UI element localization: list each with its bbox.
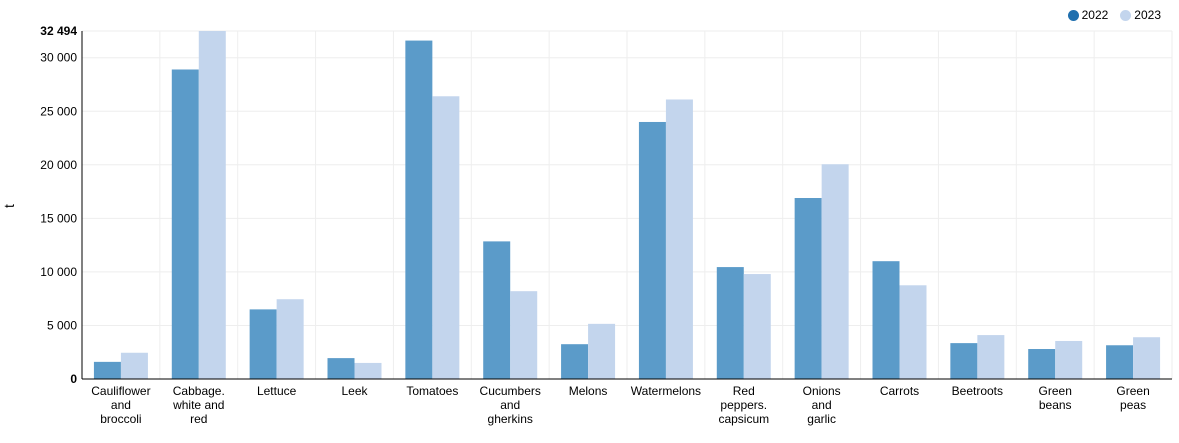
bar-2022-12 <box>1028 349 1056 379</box>
x-tick-label: Beetroots <box>952 384 1003 398</box>
legend: 2022 2023 <box>1067 8 1161 22</box>
bar-2022-5 <box>483 241 511 379</box>
bar-2023-9 <box>821 164 849 379</box>
y-max-label: 32 494 <box>40 24 77 38</box>
x-tick-label: Watermelons <box>631 384 701 398</box>
x-tick-label-line: Tomatoes <box>406 384 458 398</box>
x-tick-label-line: peppers. <box>720 398 767 412</box>
bar-2022-3 <box>327 358 355 379</box>
y-tick-label: 20 000 <box>40 158 77 172</box>
bars <box>93 31 1161 380</box>
x-tick-label-line: Cauliflower <box>91 384 150 398</box>
bar-2023-5 <box>510 291 538 379</box>
x-tick-label-line: capsicum <box>718 412 769 426</box>
x-tick-label-line: garlic <box>807 412 836 426</box>
bar-2023-10 <box>899 285 927 379</box>
legend-item-2023[interactable]: 2023 <box>1120 8 1161 22</box>
y-tick-label: 25 000 <box>40 104 77 118</box>
bar-2023-2 <box>276 299 304 379</box>
x-tick-label-line: beans <box>1039 398 1072 412</box>
x-tick-label: Cauliflower and broccoli <box>91 384 150 426</box>
legend-swatch-2023 <box>1120 9 1132 21</box>
y-tick-label: 0 <box>70 372 77 386</box>
legend-item-2022[interactable]: 2022 <box>1067 8 1109 22</box>
x-tick-label: Carrots <box>880 384 919 398</box>
x-tick-label-line: Onions <box>803 384 841 398</box>
x-tick-label: Leek <box>341 384 368 398</box>
bar-2022-13 <box>1106 345 1134 379</box>
bar-2023-6 <box>588 323 616 379</box>
x-tick-label-line: Carrots <box>880 384 919 398</box>
x-tick-label-line: Cabbage. <box>173 384 225 398</box>
gridlines <box>81 30 1173 380</box>
x-tick-label: Green peas <box>1116 384 1149 412</box>
x-tick-label-line: white and <box>172 398 224 412</box>
x-tick-label: Red peppers. capsicum <box>718 384 769 426</box>
bar-2022-8 <box>716 267 744 379</box>
bar-2023-1 <box>198 31 226 379</box>
x-tick-label: Tomatoes <box>406 384 458 398</box>
x-tick-label-line: red <box>190 412 207 426</box>
x-tick-label-line: Beetroots <box>952 384 1003 398</box>
y-tick-label: 30 000 <box>40 51 77 65</box>
x-tick-label-line: gherkins <box>488 412 533 426</box>
bar-2022-1 <box>171 69 199 380</box>
bar-2023-7 <box>665 99 693 379</box>
bar-2022-6 <box>561 344 589 379</box>
bar-2022-9 <box>794 198 822 379</box>
bar-2022-0 <box>93 361 121 379</box>
x-tick-label-line: Leek <box>341 384 368 398</box>
bar-2022-11 <box>950 343 978 379</box>
bar-2023-8 <box>743 274 771 379</box>
x-tick-label-line: and <box>500 398 520 412</box>
y-axis-title: t <box>0 204 17 208</box>
y-tick-label: 15 000 <box>40 211 77 225</box>
x-tick-label: Melons <box>569 384 608 398</box>
x-tick-label-line: Melons <box>569 384 608 398</box>
y-axis: 0 5 000 10 000 15 000 20 000 25 000 30 000 32 4… <box>40 24 83 386</box>
x-tick-label-line: and <box>111 398 131 412</box>
x-tick-label: Cucumbers and gherkins <box>480 384 541 426</box>
x-tick-label-line: Watermelons <box>631 384 701 398</box>
bar-2022-10 <box>872 261 900 379</box>
x-tick-label-line: Red <box>733 384 755 398</box>
x-tick-label-line: and <box>812 398 832 412</box>
x-tick-label: Cabbage. white and red <box>172 384 225 426</box>
bar-2022-2 <box>249 309 277 379</box>
bar-2023-4 <box>432 96 460 380</box>
y-tick-label: 5 000 <box>47 318 77 332</box>
bar-2023-12 <box>1055 340 1083 379</box>
bar-2023-0 <box>120 352 148 379</box>
x-tick-label-line: Green <box>1116 384 1149 398</box>
bar-2023-11 <box>977 335 1005 379</box>
x-tick-label-line: Green <box>1039 384 1072 398</box>
bar-2023-3 <box>354 362 382 379</box>
legend-label-2023: 2023 <box>1134 8 1161 22</box>
x-tick-label-line: Cucumbers <box>480 384 541 398</box>
bar-2022-7 <box>638 121 666 380</box>
x-tick-label: Onions and garlic <box>803 384 841 426</box>
x-tick-label-line: Lettuce <box>257 384 297 398</box>
legend-label-2022: 2022 <box>1081 8 1109 22</box>
x-tick-label: Lettuce <box>257 384 297 398</box>
bar-2023-13 <box>1133 337 1161 379</box>
x-tick-label-line: broccoli <box>100 412 141 426</box>
bar-2022-4 <box>405 40 433 380</box>
x-tick-label: Green beans <box>1039 384 1072 412</box>
x-tick-label-line: peas <box>1120 398 1146 412</box>
y-tick-label: 10 000 <box>40 265 77 279</box>
legend-swatch-2022 <box>1067 9 1079 21</box>
